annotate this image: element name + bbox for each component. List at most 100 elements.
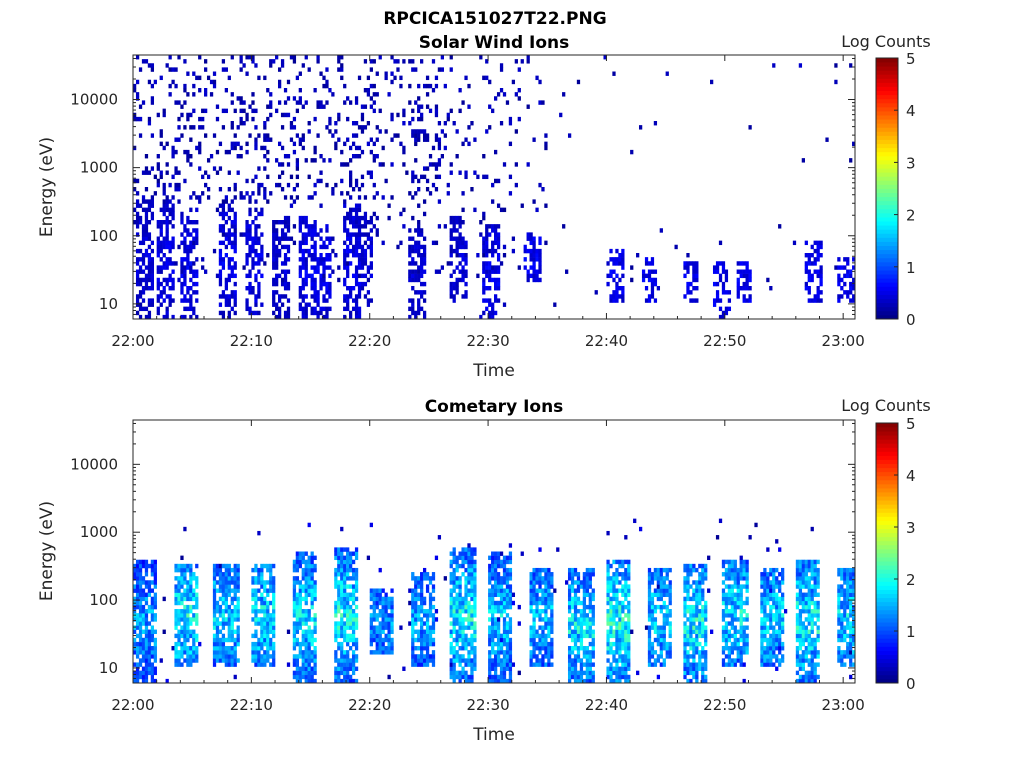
heatmap-cell <box>431 596 436 602</box>
heatmap-cell <box>378 641 382 647</box>
heatmap-cell <box>325 290 329 295</box>
heatmap-cell <box>171 240 175 246</box>
heatmap-cell <box>272 592 276 597</box>
heatmap-cell <box>334 551 338 556</box>
heatmap-cell <box>417 116 421 122</box>
heatmap-cell <box>455 613 459 618</box>
heatmap-cell <box>257 253 261 258</box>
heatmap-cell <box>482 310 486 316</box>
heatmap-cell <box>162 220 166 225</box>
heatmap-cell <box>467 576 471 581</box>
heatmap-cell <box>692 286 696 291</box>
heatmap-cell <box>346 637 350 643</box>
heatmap-cell <box>647 637 652 643</box>
heatmap-cell <box>349 294 353 299</box>
heatmap-cell <box>461 609 465 614</box>
heatmap-cell <box>473 588 477 593</box>
heatmap-cell <box>230 269 234 274</box>
heatmap-cell <box>138 662 143 667</box>
heatmap-cell <box>183 617 187 622</box>
heatmap-cell <box>588 641 592 647</box>
heatmap-cell <box>233 580 237 585</box>
heatmap-cell <box>485 129 489 134</box>
heatmap-cell <box>298 600 302 606</box>
heatmap-cell <box>257 650 261 655</box>
heatmap-cell <box>275 244 279 250</box>
heatmap-cell <box>304 633 308 639</box>
heatmap-cell <box>816 248 820 254</box>
heatmap-cell <box>298 306 302 312</box>
heatmap-cell <box>615 633 619 639</box>
heatmap-cell <box>470 633 474 639</box>
heatmap-cell <box>576 580 581 585</box>
heatmap-cell <box>334 572 338 577</box>
heatmap-cell <box>464 670 468 676</box>
heatmap-cell <box>301 551 305 556</box>
heatmap-cell <box>313 580 317 585</box>
heatmap-cell <box>650 625 655 630</box>
heatmap-cell <box>411 310 415 316</box>
heatmap-cell <box>322 277 326 283</box>
heatmap-cell <box>218 658 223 663</box>
heatmap-cell <box>236 613 240 618</box>
heatmap-cell <box>147 580 152 585</box>
heatmap-cell <box>852 294 856 299</box>
heatmap-cell <box>141 286 146 291</box>
heatmap-cell <box>174 621 178 626</box>
heatmap-cell <box>573 633 578 639</box>
heatmap-cell <box>159 257 163 262</box>
heatmap-cell <box>144 277 149 283</box>
heatmap-cell <box>298 580 302 585</box>
heatmap-cell <box>251 650 255 655</box>
heatmap-cell <box>343 572 347 577</box>
heatmap-cell <box>141 609 146 614</box>
heatmap-cell <box>467 567 471 573</box>
heatmap-cell <box>266 149 270 155</box>
heatmap-cell <box>683 625 687 630</box>
heatmap-cell <box>384 75 388 81</box>
heatmap-cell <box>417 265 421 270</box>
heatmap-cell <box>411 306 415 312</box>
heatmap-cell <box>476 174 480 180</box>
heatmap-cell <box>473 613 477 618</box>
heatmap-cell <box>612 584 616 589</box>
heatmap-cell <box>230 646 234 651</box>
heatmap-cell <box>621 625 625 630</box>
heatmap-cell <box>144 199 149 204</box>
heatmap-cell <box>464 633 468 639</box>
heatmap-cell <box>346 162 350 167</box>
heatmap-cell <box>218 203 223 208</box>
heatmap-cell <box>372 604 376 610</box>
heatmap-cell <box>349 646 353 651</box>
heatmap-cell <box>653 621 658 626</box>
heatmap-cell <box>180 211 184 217</box>
heatmap-cell <box>665 572 669 577</box>
heatmap-cell <box>192 650 196 655</box>
heatmap-cell <box>260 253 264 258</box>
heatmap-cell <box>766 277 770 283</box>
heatmap-cell <box>292 116 297 122</box>
heatmap-cell <box>242 265 246 270</box>
heatmap-cell <box>150 265 155 270</box>
heatmap-cell <box>251 592 255 597</box>
heatmap-cell <box>576 637 581 643</box>
heatmap-cell <box>313 617 317 622</box>
heatmap-cell <box>422 211 427 217</box>
heatmap-cell <box>550 641 554 647</box>
heatmap-cell <box>280 277 285 283</box>
heatmap-cell <box>849 290 853 295</box>
heatmap-cell <box>227 314 231 320</box>
heatmap-cell <box>230 576 234 581</box>
heatmap-cell <box>496 178 501 184</box>
heatmap-cell <box>301 637 305 643</box>
heatmap-cell <box>180 112 184 118</box>
heatmap-cell <box>420 129 424 134</box>
heatmap-cell <box>180 641 184 647</box>
heatmap-cell <box>366 555 371 561</box>
heatmap-cell <box>390 641 394 647</box>
heatmap-cell <box>227 617 231 622</box>
heatmap-cell <box>251 257 255 262</box>
heatmap-cell <box>351 121 356 126</box>
heatmap-cell <box>417 224 421 229</box>
heatmap-cell <box>807 253 811 258</box>
